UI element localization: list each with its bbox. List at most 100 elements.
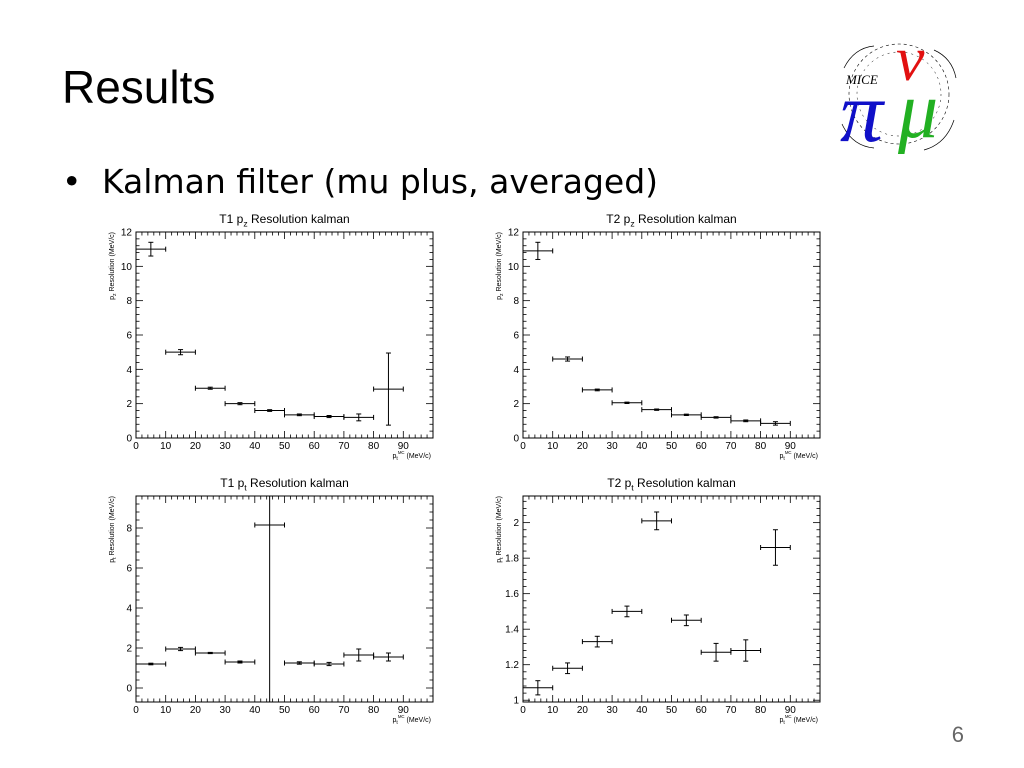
y-tick-label: 1.8 <box>505 554 519 565</box>
bullet-dot-icon: • <box>62 162 82 201</box>
y-tick-label: 2 <box>513 518 519 529</box>
x-tick-label: 40 <box>636 705 648 716</box>
data-point <box>165 646 196 652</box>
data-point <box>343 648 375 662</box>
y-tick-label: 1.4 <box>505 625 519 636</box>
chart-title: T1 pz​ Resolution kalman <box>219 212 349 229</box>
data-point <box>760 420 791 426</box>
logo-mu-glyph: μ <box>898 67 939 155</box>
data-point <box>254 496 285 702</box>
data-point <box>552 356 583 362</box>
y-axis-label: pz​ Resolution (MeV/c) <box>109 232 118 300</box>
x-tick-label: 10 <box>547 705 559 716</box>
x-axis-label: ptMC​ (MeV/c) <box>780 450 819 462</box>
x-tick-label: 40 <box>249 705 261 716</box>
x-tick-label: 0 <box>133 441 139 452</box>
x-tick-label: 20 <box>577 705 589 716</box>
x-tick-label: 0 <box>520 705 526 716</box>
x-tick-label: 30 <box>220 441 232 452</box>
x-tick-label: 20 <box>577 441 589 452</box>
data-point <box>552 662 583 675</box>
data-point <box>254 408 285 414</box>
data-point <box>522 680 554 696</box>
y-tick-label: 6 <box>513 331 519 342</box>
logo-nu-glyph: ν <box>896 23 925 94</box>
data-point <box>343 413 375 422</box>
data-point <box>760 529 791 566</box>
y-tick-label: 2 <box>126 644 132 655</box>
chart-t2-pt: T2 pt​ Resolution kalman 0 10 20 30 40 50 60 70 8… <box>496 476 821 726</box>
chart-title: T2 pt​ Resolution kalman <box>607 476 736 493</box>
x-axis-label: ptMC​ (MeV/c) <box>393 450 432 462</box>
x-tick-label: 70 <box>338 441 350 452</box>
data-point <box>700 642 732 662</box>
data-point <box>373 352 404 426</box>
x-tick-label: 20 <box>190 705 202 716</box>
x-tick-label: 30 <box>220 705 232 716</box>
x-tick-label: 20 <box>190 441 202 452</box>
x-tick-label: 80 <box>755 441 767 452</box>
data-point <box>730 639 762 662</box>
x-tick-label: 80 <box>755 705 767 716</box>
chart-t1-pt: T1 pt​ Resolution kalman0102030405060708… <box>109 476 434 726</box>
x-tick-label: 90 <box>785 441 797 452</box>
slide-title: Results <box>62 61 216 113</box>
x-tick-label: 50 <box>666 441 678 452</box>
x-tick-label: 50 <box>279 705 291 716</box>
data-point <box>671 412 702 418</box>
y-tick-label: 1.2 <box>505 660 519 671</box>
y-tick-label: 0 <box>126 684 132 695</box>
data-point <box>581 635 613 648</box>
chart-title: T2 pz​ Resolution kalman <box>606 212 736 229</box>
x-tick-label: 40 <box>249 441 261 452</box>
x-axis-label: ptMC​ (MeV/c) <box>780 714 819 726</box>
x-tick-label: 60 <box>696 441 708 452</box>
x-tick-label: 40 <box>636 441 648 452</box>
data-point <box>611 605 643 618</box>
y-tick-label: 0 <box>513 434 519 445</box>
y-tick-label: 4 <box>126 365 132 376</box>
x-tick-label: 60 <box>309 441 321 452</box>
y-tick-label: 8 <box>126 296 132 307</box>
data-point <box>284 660 315 666</box>
chart-t1-pz: T1 pz​ Resolution kalman0102030405060708… <box>109 212 434 462</box>
bullet-text: Kalman filter (mu plus, averaged) <box>102 162 659 201</box>
x-tick-label: 10 <box>547 441 559 452</box>
y-tick-label: 10 <box>508 262 520 273</box>
x-tick-label: 80 <box>368 705 380 716</box>
y-tick-label: 6 <box>126 331 132 342</box>
x-tick-label: 60 <box>309 705 321 716</box>
x-tick-label: 0 <box>133 705 139 716</box>
x-tick-label: 70 <box>725 705 737 716</box>
data-point <box>641 407 672 413</box>
data-point <box>224 401 256 407</box>
y-tick-label: 1.6 <box>505 589 519 600</box>
x-tick-label: 10 <box>160 441 172 452</box>
bullet-item: • Kalman filter (mu plus, averaged) <box>62 165 658 198</box>
data-point <box>611 400 643 406</box>
y-axis-label: pt​ Resolution (MeV/c) <box>496 496 505 563</box>
x-tick-label: 0 <box>520 441 526 452</box>
x-tick-label: 70 <box>725 441 737 452</box>
y-tick-label: 2 <box>513 399 519 410</box>
data-point <box>194 385 226 391</box>
y-tick-label: 12 <box>121 228 133 239</box>
data-point <box>700 414 732 420</box>
logo-text: MICE <box>846 72 878 87</box>
data-point <box>641 511 672 531</box>
x-tick-label: 90 <box>785 705 797 716</box>
data-point <box>730 418 762 424</box>
mice-logo: ν π μ MICE <box>834 23 964 160</box>
x-tick-label: 60 <box>696 705 708 716</box>
logo-pi-glyph: π <box>840 64 884 160</box>
page-number: 6 <box>951 722 964 747</box>
x-axis-label: ptMC​ (MeV/c) <box>393 714 432 726</box>
x-tick-label: 80 <box>368 441 380 452</box>
data-point <box>194 650 226 656</box>
data-point <box>284 412 315 418</box>
y-tick-label: 4 <box>513 365 519 376</box>
y-tick-label: 6 <box>126 564 132 575</box>
data-point <box>671 614 702 627</box>
logo-sketch-icon <box>841 43 957 151</box>
chart-title: T1 pt​ Resolution kalman <box>220 476 349 493</box>
